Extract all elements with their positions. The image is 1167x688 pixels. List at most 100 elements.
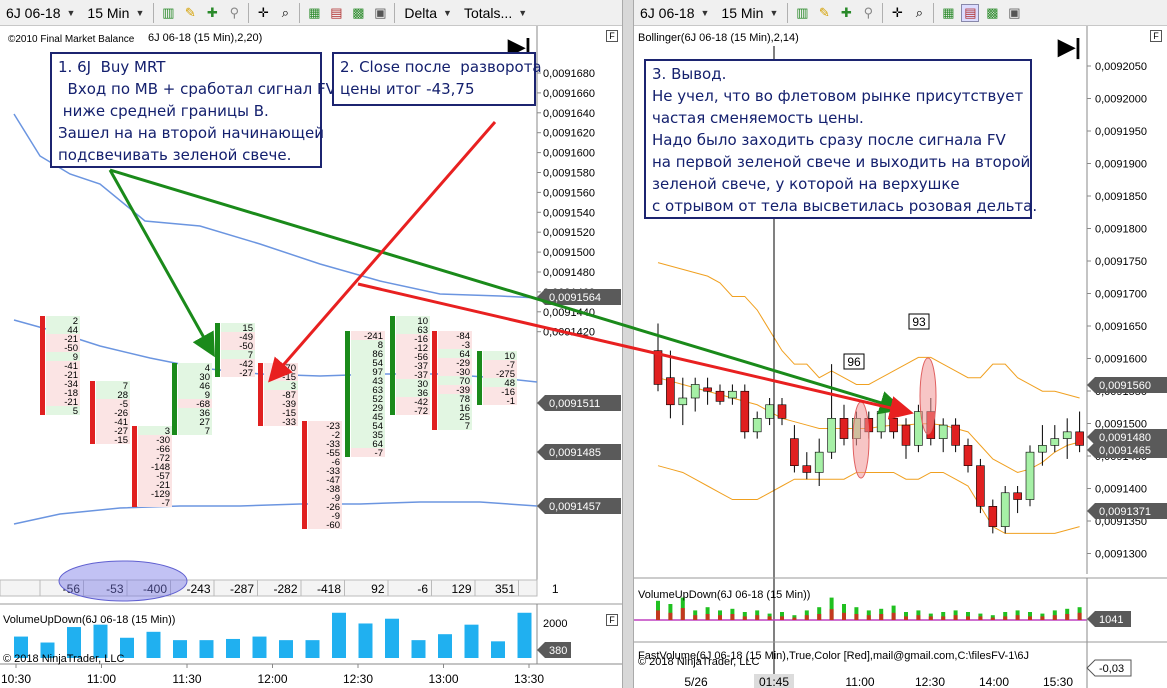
crosshair-icon[interactable]: ✛ xyxy=(891,4,903,20)
panel-splitter[interactable] xyxy=(622,0,634,688)
chart-style-icon[interactable]: ▩ xyxy=(352,4,365,20)
volume-bar xyxy=(120,637,134,658)
volume-bar-down xyxy=(693,615,698,620)
strategies-icon[interactable]: ▤ xyxy=(961,3,980,22)
footprint-cell: 64 xyxy=(372,439,383,450)
interval-selector[interactable]: 15 Min ▼ xyxy=(81,1,150,25)
price-tick-label: 0,0091750 xyxy=(1095,256,1147,268)
footprint-cell: 35 xyxy=(372,430,383,441)
volume-bar-up xyxy=(668,604,673,620)
properties-icon[interactable]: ▣ xyxy=(374,4,387,20)
interval-selector[interactable]: 15 Min ▼ xyxy=(715,1,784,25)
footprint-cell: 5 xyxy=(73,406,78,417)
volume-bar-down xyxy=(1065,614,1070,620)
footprint-cell-bg xyxy=(178,408,212,417)
instrument-selector[interactable]: 6J 06-18 ▼ xyxy=(0,1,81,25)
f-badge-volume[interactable]: F xyxy=(606,614,618,626)
totals-cell: -400 xyxy=(143,582,167,596)
candle-body xyxy=(715,390,725,402)
bar-type-icon[interactable]: ▥ xyxy=(796,4,809,20)
footprint-cell: -15 xyxy=(114,435,128,446)
interval-label: 15 Min xyxy=(721,4,764,21)
copyright: © 2018 NinjaTrader, LLC xyxy=(638,656,760,668)
volume-bar-down xyxy=(730,614,735,620)
strategies-icon[interactable]: ▤ xyxy=(330,4,343,20)
volume-bar-down xyxy=(866,615,871,620)
footprint-cell: -18 xyxy=(64,388,78,399)
volume-bar-down xyxy=(755,615,760,620)
volume-bar-up xyxy=(966,612,970,620)
footprint-cell-bg xyxy=(138,462,172,471)
candle-body xyxy=(666,377,675,406)
zoom-icon[interactable]: ⌕ xyxy=(281,4,289,20)
footprint-cell: -33 xyxy=(282,417,296,428)
zoom-icon[interactable]: ⌕ xyxy=(915,4,923,20)
footprint-cell-bg xyxy=(96,426,130,435)
f-badge[interactable]: F xyxy=(606,30,618,42)
note-1-entry: 1. 6J Buy MRT Вход по MB + сработал сигн… xyxy=(50,52,336,168)
time-tick-label: 11:00 xyxy=(87,672,116,686)
volume-tag-bg xyxy=(537,642,571,658)
footprint-cell: -6 xyxy=(332,457,340,468)
bar-type-icon[interactable]: ▥ xyxy=(162,4,175,20)
candle-body xyxy=(976,465,985,507)
pencil-icon[interactable]: ✎ xyxy=(184,4,196,20)
candle-body xyxy=(1025,451,1035,500)
properties-icon[interactable]: ▣ xyxy=(1008,4,1021,20)
volume-bar-down xyxy=(978,616,983,620)
price-tick-label: 0,0091560 xyxy=(543,187,595,199)
volume-bar-down xyxy=(1052,615,1057,620)
indicators-icon[interactable]: ▦ xyxy=(308,4,321,20)
footprint-cell-bg xyxy=(308,493,342,502)
marker-box xyxy=(908,313,930,330)
volume-bar xyxy=(14,636,28,658)
interval-label: 15 Min xyxy=(87,4,130,21)
chevron-down-icon: ▼ xyxy=(518,7,528,18)
pin-icon[interactable]: ⚲ xyxy=(863,4,874,20)
totals-cell: 351 xyxy=(495,582,515,596)
volume-bar xyxy=(226,638,240,658)
volume-bar xyxy=(199,640,214,658)
footprint-cell: -41 xyxy=(64,361,78,372)
indicators-icon[interactable]: ▦ xyxy=(942,4,955,20)
totals-label: Totals... xyxy=(463,4,513,21)
candle-body xyxy=(678,397,688,406)
volume-bar-up xyxy=(854,607,859,620)
crosshair-icon[interactable]: ✛ xyxy=(257,4,269,20)
highlight-ellipse xyxy=(919,357,937,435)
delta-selector[interactable]: Delta ▼ xyxy=(398,1,458,25)
footprint-cell: 36 xyxy=(199,408,210,419)
chart-style-icon[interactable]: ▩ xyxy=(986,4,999,20)
crosshair-plus-icon[interactable]: ✚ xyxy=(840,4,852,20)
volume-bar-down xyxy=(1040,616,1045,620)
candle-body xyxy=(988,506,998,527)
totals-cell: -56 xyxy=(63,582,81,596)
crosshair-plus-icon[interactable]: ✚ xyxy=(206,4,218,20)
candle-body xyxy=(777,404,787,419)
candle-body xyxy=(1062,431,1072,439)
totals-selector[interactable]: Totals... ▼ xyxy=(458,1,533,25)
pencil-icon[interactable]: ✎ xyxy=(818,4,830,20)
separator xyxy=(248,2,250,23)
totals-cell: 1 xyxy=(552,582,559,596)
go-to-end-icon[interactable]: ▶| xyxy=(1058,34,1082,59)
footprint-cell-bg xyxy=(46,352,80,361)
footprint-cell-bg xyxy=(178,426,212,435)
note-2-close: 2. Close после разворота цены итог -43,7… xyxy=(332,52,542,106)
price-tick-label: 0,0091700 xyxy=(1095,289,1147,301)
candle-body xyxy=(765,404,774,419)
footprint-cell: 45 xyxy=(372,412,383,423)
chart-title: Bollinger(6J 06-18 (15 Min),2,14) xyxy=(638,32,799,44)
volume-bar-down xyxy=(1077,612,1082,620)
price-tick-label: 0,0091850 xyxy=(1095,191,1147,203)
chevron-down-icon: ▼ xyxy=(443,7,452,18)
volume-bar xyxy=(332,612,346,658)
volume-bar-down xyxy=(792,617,797,620)
pin-icon[interactable]: ⚲ xyxy=(229,4,240,20)
instrument-selector[interactable]: 6J 06-18 ▼ xyxy=(634,1,715,25)
f-badge[interactable]: F xyxy=(1150,30,1162,42)
candle-body xyxy=(1013,492,1022,500)
candle-body xyxy=(802,465,812,473)
volume-bar-down xyxy=(705,614,710,620)
footprint-bar xyxy=(172,363,177,435)
